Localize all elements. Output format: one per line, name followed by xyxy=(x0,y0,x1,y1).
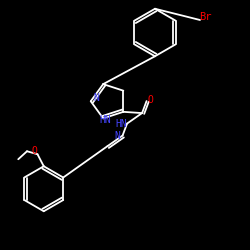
Text: N: N xyxy=(93,93,99,103)
Text: Br: Br xyxy=(199,12,211,22)
Text: HN: HN xyxy=(116,118,128,128)
Text: N: N xyxy=(114,131,120,141)
Text: HN: HN xyxy=(100,114,112,124)
Text: O: O xyxy=(148,95,154,105)
Text: O: O xyxy=(32,146,38,156)
